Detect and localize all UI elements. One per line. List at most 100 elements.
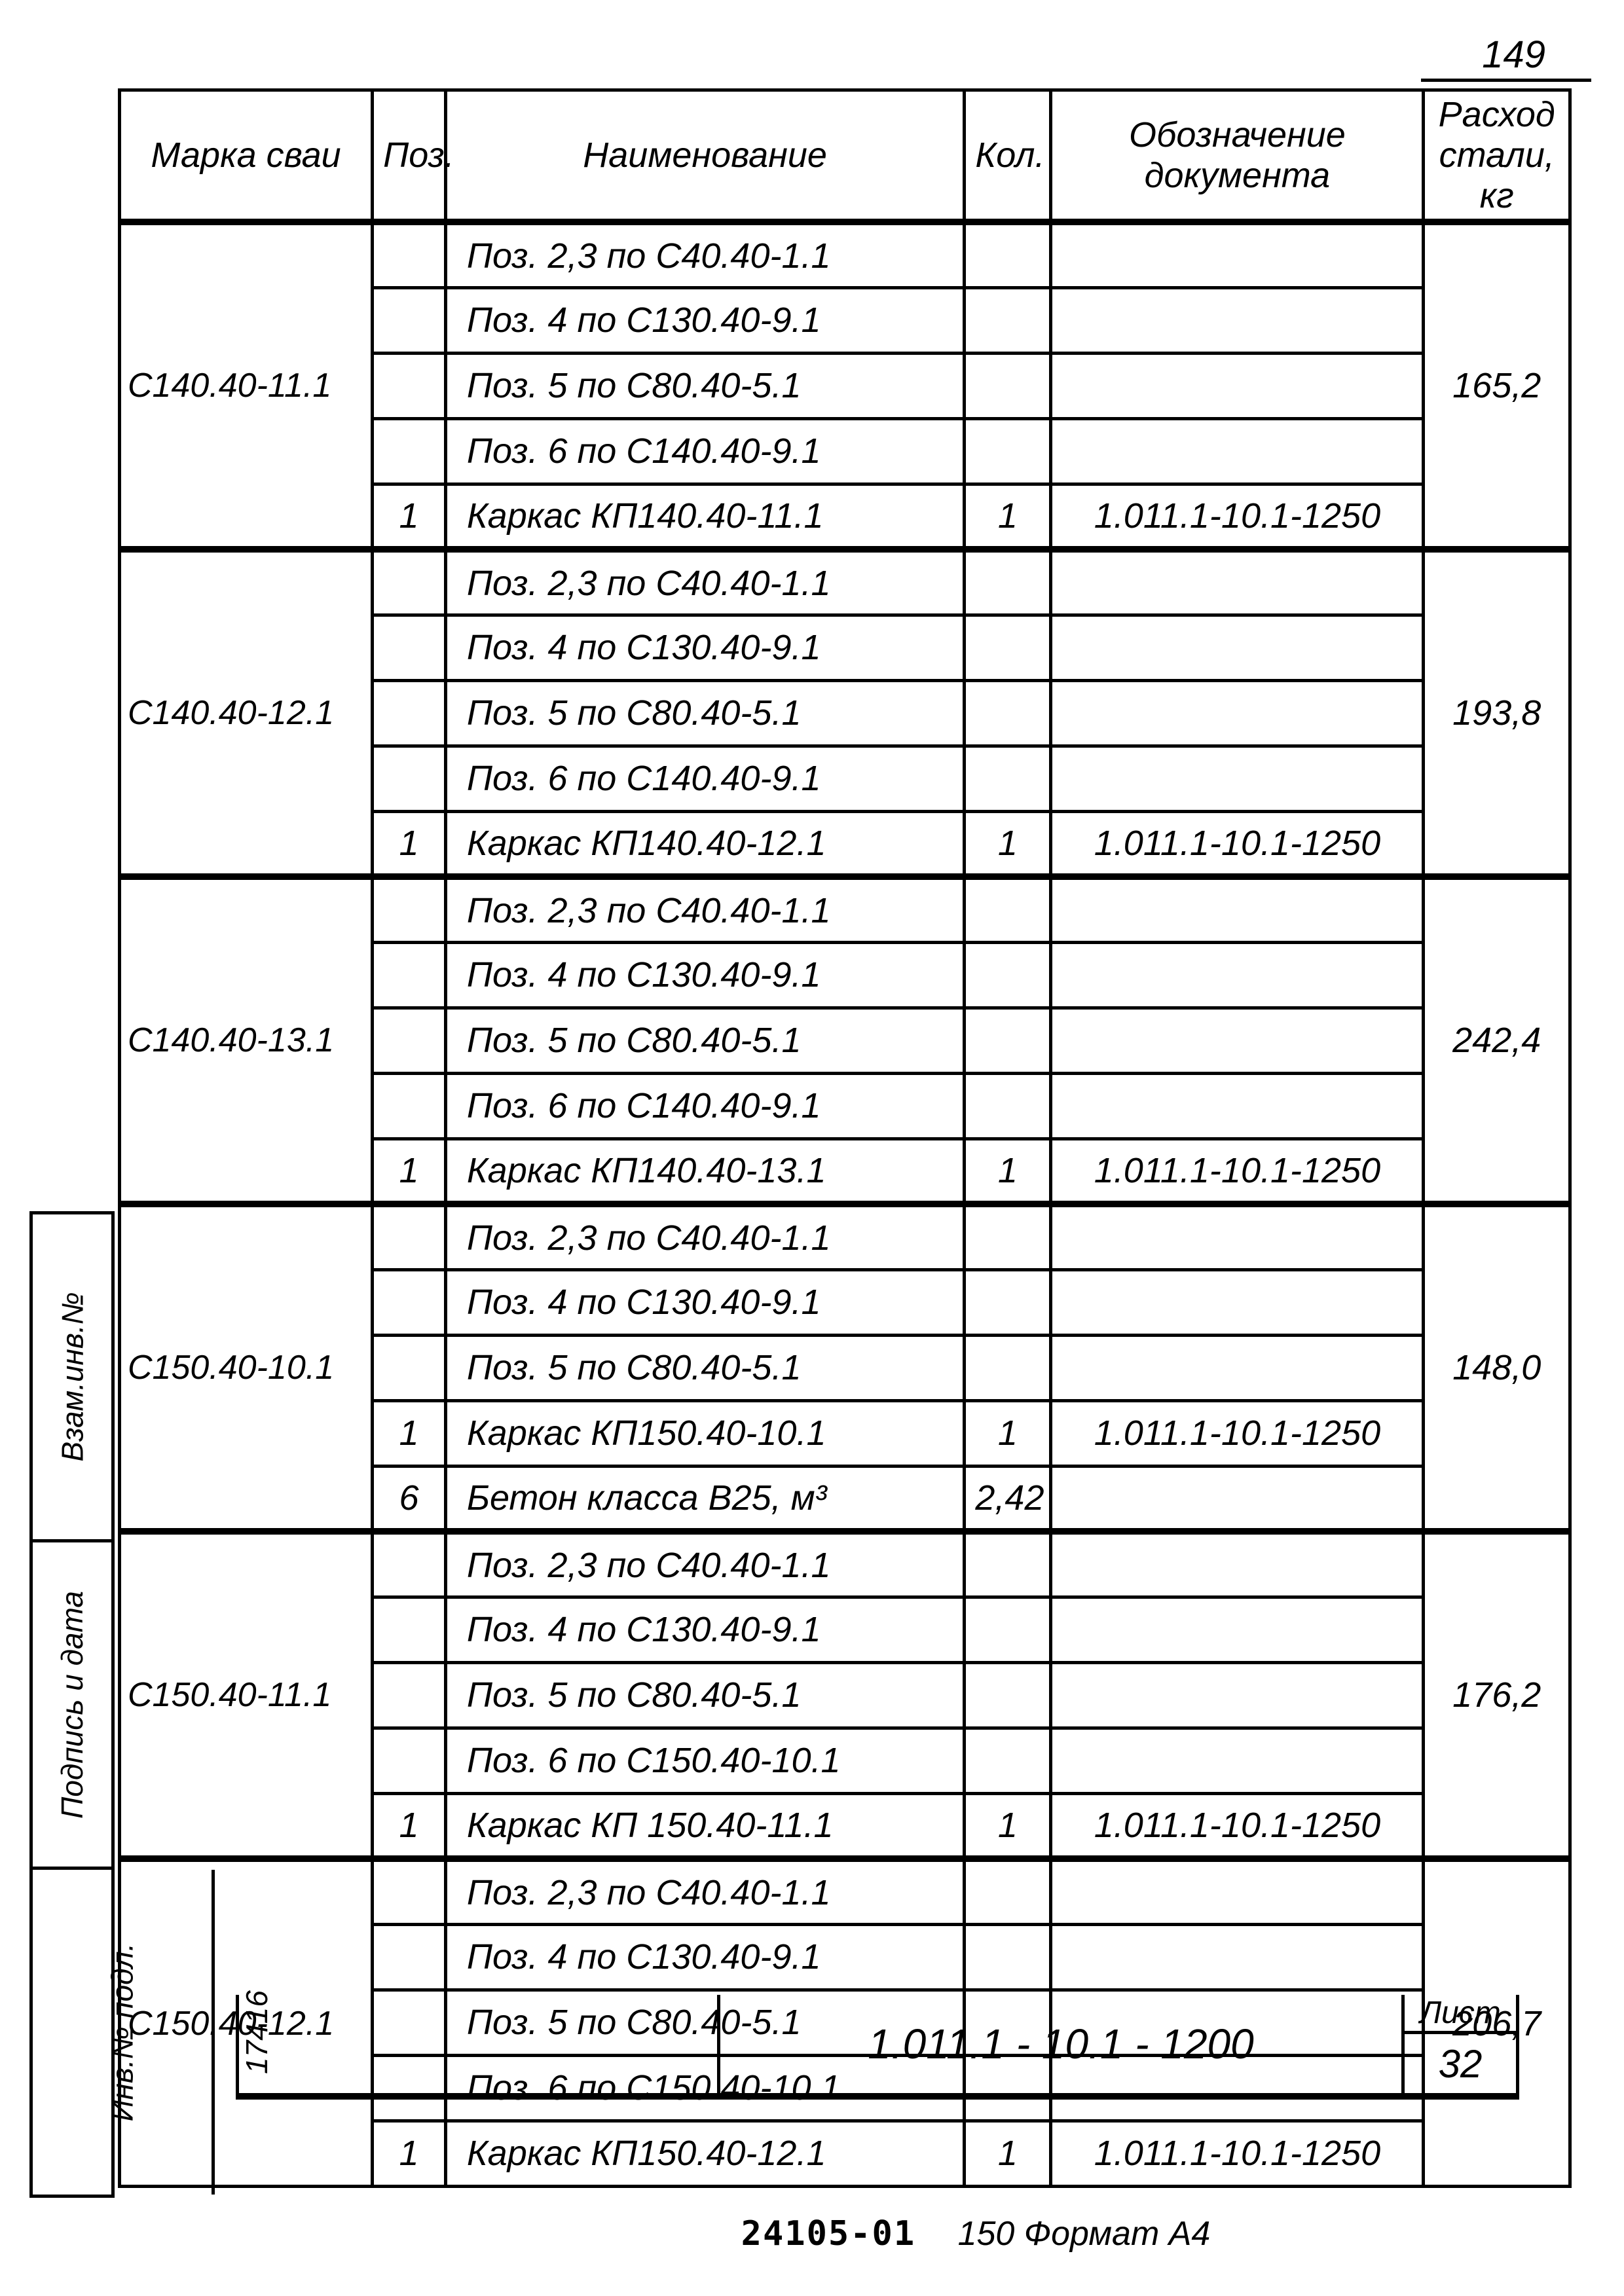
cell-name: Поз. 2,3 по С40.40-1.1 xyxy=(445,222,965,287)
side-podpis-label: Подпись и дата xyxy=(54,1591,90,1819)
cell-poz: 1 xyxy=(373,811,446,877)
cell-kol xyxy=(965,1073,1051,1139)
cell-name: Поз. 5 по С80.40-5.1 xyxy=(445,353,965,418)
cell-kol xyxy=(965,222,1051,287)
table-row: С140.40-13.1Поз. 2,3 по С40.40-1.1242,4 xyxy=(120,877,1570,942)
cell-poz: 1 xyxy=(373,484,446,549)
footer: 24105-01 150 Формат А4 xyxy=(0,2214,1624,2253)
footer-format: 150 Формат А4 xyxy=(958,2215,1211,2253)
table-row: С140.40-12.1Поз. 2,3 по С40.40-1.1193,8 xyxy=(120,549,1570,615)
cell-doc xyxy=(1051,1859,1424,1924)
cell-doc: 1.011.1-10.1-1250 xyxy=(1051,1139,1424,1204)
header-marka: Марка сваи xyxy=(120,90,373,223)
cell-poz: 6 xyxy=(373,1466,446,1531)
cell-name: Поз. 4 по С130.40-9.1 xyxy=(445,615,965,680)
cell-doc xyxy=(1051,287,1424,353)
cell-name: Поз. 2,3 по С40.40-1.1 xyxy=(445,1531,965,1597)
cell-steel: 176,2 xyxy=(1424,1531,1570,1859)
cell-kol xyxy=(965,746,1051,811)
cell-poz: 1 xyxy=(373,1793,446,1859)
cell-name: Каркас КП140.40-12.1 xyxy=(445,811,965,877)
cell-poz: 1 xyxy=(373,1139,446,1204)
cell-name: Поз. 6 по С140.40-9.1 xyxy=(445,418,965,484)
cell-poz xyxy=(373,549,446,615)
page-number-underline xyxy=(1421,79,1591,82)
cell-doc xyxy=(1051,1073,1424,1139)
header-steel: Расход стали, кг xyxy=(1424,90,1570,223)
specification-table: Марка сваи Поз. Наименование Кол. Обозна… xyxy=(118,88,1572,2188)
cell-kol xyxy=(965,418,1051,484)
cell-doc xyxy=(1051,222,1424,287)
cell-name: Поз. 4 по С130.40-9.1 xyxy=(445,1269,965,1335)
cell-poz xyxy=(373,1008,446,1073)
cell-poz xyxy=(373,680,446,746)
cell-poz xyxy=(373,418,446,484)
cell-poz xyxy=(373,746,446,811)
header-naim: Наименование xyxy=(445,90,965,223)
cell-kol xyxy=(965,1269,1051,1335)
sheet-number: 32 xyxy=(1405,2034,1516,2093)
cell-name: Каркас КП150.40-12.1 xyxy=(445,2121,965,2186)
cell-kol: 1 xyxy=(965,811,1051,877)
cell-name: Поз. 6 по С140.40-9.1 xyxy=(445,746,965,811)
cell-poz xyxy=(373,1859,446,1924)
cell-poz xyxy=(373,1204,446,1269)
table-row: С150.40-10.1Поз. 2,3 по С40.40-1.1148,0 xyxy=(120,1204,1570,1269)
cell-kol xyxy=(965,549,1051,615)
cell-poz xyxy=(373,877,446,942)
cell-marka: С140.40-12.1 xyxy=(120,549,373,877)
side-inv: Инв.№ подл. 17416 xyxy=(33,1870,111,2195)
cell-doc xyxy=(1051,877,1424,942)
cell-name: Поз. 2,3 по С40.40-1.1 xyxy=(445,1204,965,1269)
header-poz: Поз. xyxy=(373,90,446,223)
cell-poz xyxy=(373,1335,446,1400)
cell-poz xyxy=(373,1269,446,1335)
side-vzam: Взам.инв.№ xyxy=(33,1214,111,1542)
cell-poz: 1 xyxy=(373,2121,446,2186)
cell-doc xyxy=(1051,1662,1424,1728)
cell-name: Поз. 5 по С80.40-5.1 xyxy=(445,680,965,746)
cell-kol xyxy=(965,1924,1051,1990)
cell-marka: С140.40-11.1 xyxy=(120,222,373,549)
cell-name: Поз. 2,3 по С40.40-1.1 xyxy=(445,549,965,615)
cell-name: Каркас КП 150.40-11.1 xyxy=(445,1793,965,1859)
cell-doc xyxy=(1051,942,1424,1008)
cell-kol: 1 xyxy=(965,2121,1051,2186)
cell-kol xyxy=(965,287,1051,353)
cell-doc: 1.011.1-10.1-1250 xyxy=(1051,1793,1424,1859)
cell-doc xyxy=(1051,1204,1424,1269)
side-inv-number: 17416 xyxy=(239,1990,274,2074)
title-block: 1.011.1 - 10.1 - 1200 Лист 32 xyxy=(236,1995,1519,2100)
cell-doc: 1.011.1-10.1-1250 xyxy=(1051,811,1424,877)
cell-doc xyxy=(1051,1335,1424,1400)
cell-kol xyxy=(965,1728,1051,1793)
main-content: Марка сваи Поз. Наименование Кол. Обозна… xyxy=(118,88,1572,2198)
cell-poz xyxy=(373,1531,446,1597)
cell-poz xyxy=(373,287,446,353)
cell-doc xyxy=(1051,1008,1424,1073)
cell-doc xyxy=(1051,549,1424,615)
cell-steel: 242,4 xyxy=(1424,877,1570,1204)
cell-name: Поз. 2,3 по С40.40-1.1 xyxy=(445,1859,965,1924)
cell-name: Каркас КП140.40-13.1 xyxy=(445,1139,965,1204)
cell-name: Поз. 5 по С80.40-5.1 xyxy=(445,1008,965,1073)
cell-poz xyxy=(373,222,446,287)
cell-kol xyxy=(965,1008,1051,1073)
cell-poz xyxy=(373,1597,446,1662)
side-vzam-label: Взам.инв.№ xyxy=(54,1292,90,1461)
table-body: С140.40-11.1 Поз. 2,3 по С40.40-1.1 165,2 П… xyxy=(120,222,1570,2186)
cell-kol xyxy=(965,1335,1051,1400)
cell-kol: 2,42 xyxy=(965,1466,1051,1531)
cell-poz xyxy=(373,353,446,418)
cell-steel: 165,2 xyxy=(1424,222,1570,549)
cell-doc xyxy=(1051,615,1424,680)
cell-poz: 1 xyxy=(373,1400,446,1466)
cell-doc xyxy=(1051,746,1424,811)
cell-name: Каркас КП150.40-10.1 xyxy=(445,1400,965,1466)
cell-kol xyxy=(965,1662,1051,1728)
sheet-number-block: Лист 32 xyxy=(1401,1995,1519,2100)
document-code: 1.011.1 - 10.1 - 1200 xyxy=(720,1995,1401,2100)
header-oboz: Обозначение документа xyxy=(1051,90,1424,223)
cell-kol xyxy=(965,1859,1051,1924)
cell-kol: 1 xyxy=(965,484,1051,549)
